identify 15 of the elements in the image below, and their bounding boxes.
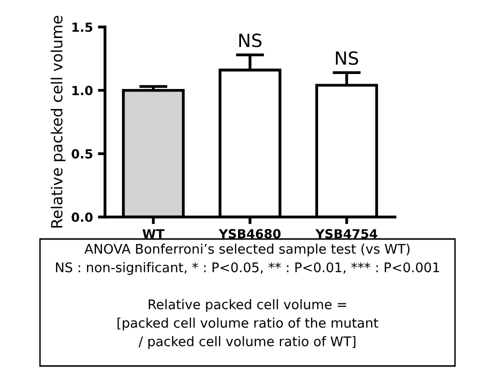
x-tick-label: YSB4680: [218, 229, 281, 238]
text: ANOVA Bonferroni’s selected sample test (vs WT): [84, 244, 410, 256]
annotation: NS: [239, 34, 262, 48]
text: / packed cell volume ratio of WT]: [138, 336, 356, 349]
x-tick-label: WT: [142, 229, 164, 238]
y-tick-label: 1.0: [72, 86, 93, 96]
text: NS : non-significant, * : P<0.05, ** : P<0.01, *** : P<0.001: [56, 262, 440, 275]
text: Relative packed cell volume =: [148, 299, 346, 312]
y-tick-label: 0.5: [72, 149, 92, 159]
x-tick-label: YSB4754: [315, 229, 378, 238]
text: [packed cell volume ratio of the mutant: [118, 318, 378, 330]
y-tick-label: 0.0: [72, 212, 93, 222]
y-tick-label: 1.5: [72, 22, 92, 32]
annotation: NS: [336, 51, 358, 65]
y-axis-title: Relative packed cell volume: [50, 16, 66, 228]
